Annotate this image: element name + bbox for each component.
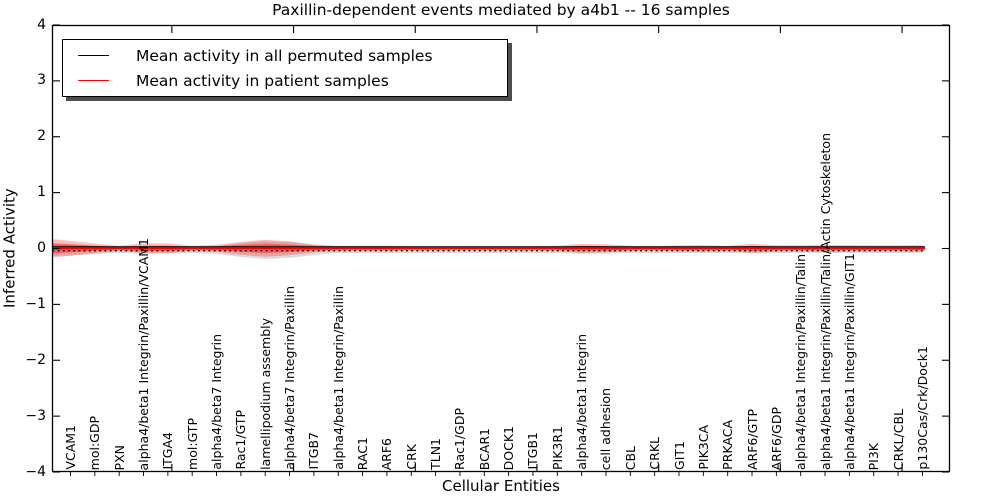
y-tick-label: −4 (25, 463, 46, 480)
x-tick-label: RAC1 (355, 436, 371, 470)
x-tick-label: BCAR1 (476, 427, 492, 470)
x-tick-label: alpha4/beta7 Integrin (209, 334, 225, 470)
x-tick-label: GIT1 (671, 441, 687, 470)
x-tick-label: CRKL (647, 437, 663, 470)
x-tick-label: ARF6/GDP (768, 406, 784, 470)
y-tick-label: 0 (37, 240, 46, 256)
x-tick-label: PXN (111, 444, 127, 470)
legend-row-permuted: Mean activity in all permuted samples (63, 47, 507, 65)
x-tick-label: ARF6 (379, 437, 395, 470)
x-tick-label: DOCK1 (501, 425, 517, 470)
x-tick-label: lamellipodium assembly (257, 318, 273, 470)
x-tick-label: Rac1/GTP (233, 410, 249, 470)
x-tick-label: alpha4/beta1 Integrin/Paxillin/Talin/Act… (817, 133, 833, 470)
x-tick-label: alpha4/beta1 Integrin (574, 334, 590, 470)
x-tick-label: alpha4/beta1 Integrin/Paxillin/Talin (793, 254, 809, 470)
x-tick-label: VCAM1 (63, 425, 78, 470)
x-tick-label: p130Cas/Crk/Dock1 (914, 346, 930, 470)
x-tick-label: cell adhesion (598, 387, 614, 470)
x-tick-label: ITGA4 (160, 432, 176, 470)
x-tick-label: ARF6/GTP (744, 408, 760, 470)
y-tick-label: 1 (37, 184, 46, 201)
x-tick-label: alpha4/beta1 Integrin/Paxillin/GIT1 (841, 253, 857, 470)
legend-label-permuted: Mean activity in all permuted samples (136, 46, 433, 65)
x-tick-label: CRK (403, 444, 419, 470)
y-tick-label: 4 (37, 16, 46, 33)
x-tick-label: CRKL/CBL (890, 408, 906, 470)
x-tick-label: ITGB1 (525, 432, 541, 470)
x-axis-title: Cellular Entities (442, 477, 560, 495)
x-tick-label: alpha4/beta1 Integrin/Paxillin/VCAM1 (136, 237, 152, 470)
x-tick-label: PIK3CA (695, 425, 711, 470)
y-tick-label: 2 (37, 128, 46, 145)
x-tick-label: PI3K (866, 442, 882, 470)
x-tick-label: ITGB7 (306, 432, 322, 470)
legend: Mean activity in all permuted samples Me… (62, 39, 508, 97)
legend-label-patient: Mean activity in patient samples (136, 71, 389, 90)
x-tick-label: alpha4/beta1 Integrin/Paxillin (330, 286, 346, 470)
x-tick-label: CBL (622, 445, 638, 470)
x-tick-label: mol:GDP (87, 415, 103, 470)
permuted-line-sample (78, 55, 109, 56)
y-tick-label: −2 (25, 351, 46, 368)
x-tick-label: mol:GTP (184, 418, 200, 470)
y-tick-label: 3 (37, 72, 46, 89)
patient-line-sample (78, 80, 109, 81)
y-tick-label: −1 (25, 295, 46, 312)
x-tick-label: PRKACA (720, 420, 736, 470)
x-tick-label: TLN1 (428, 438, 444, 470)
x-tick-label: alpha4/beta7 Integrin/Paxillin (282, 286, 298, 470)
legend-row-patient: Mean activity in patient samples (63, 72, 507, 90)
chart-title: Paxillin-dependent events mediated by a4… (272, 1, 730, 19)
y-tick-label: −3 (25, 407, 46, 424)
x-tick-label: Rac1/GDP (452, 408, 468, 470)
x-tick-label: PIK3R1 (549, 425, 565, 470)
